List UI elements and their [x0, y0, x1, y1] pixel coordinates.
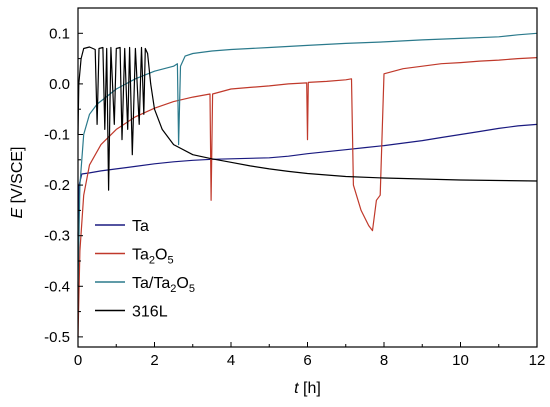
legend-subscript: 5: [167, 255, 173, 267]
series-line-ta2o5: [77, 57, 538, 337]
legend-label-ta: Ta: [132, 218, 149, 235]
legend-text: O: [155, 247, 167, 264]
legend-text: Ta: [132, 218, 149, 235]
x-axis-symbol: t: [294, 380, 299, 397]
x-tick-label: 4: [227, 352, 235, 369]
plot-frame: [77, 7, 538, 348]
x-tick-label: 0: [74, 352, 82, 369]
ticks-layer: 0 2 4 6 8 10 12 -0.5 -0.4 -0.3 -0.2 -0.1 0.0 0.1: [44, 7, 546, 369]
y-tick-label: 0.1: [49, 25, 70, 42]
legend-subscript: 5: [189, 283, 195, 295]
x-tick-label: 6: [303, 352, 311, 369]
legend-subscript: 2: [170, 283, 176, 295]
y-tick-label: -0.5: [44, 329, 70, 346]
legend-label-ss316l: 316L: [132, 304, 168, 321]
legend-text: 316L: [132, 304, 168, 321]
y-tick-label: -0.2: [44, 177, 70, 194]
legend-subscript: 2: [149, 255, 155, 267]
legend-text: O: [176, 275, 188, 292]
series-line-ss316l: [77, 46, 538, 191]
legend-text: Ta/Ta: [132, 275, 170, 292]
x-tick-label: 12: [529, 352, 546, 369]
y-axis-title: E [V/SCE]: [9, 146, 26, 218]
y-tick-label: 0.0: [49, 76, 70, 93]
x-tick-label: 2: [150, 352, 158, 369]
x-tick-label: 10: [452, 352, 469, 369]
x-axis-title: t [h]: [294, 380, 321, 397]
y-tick-label: -0.4: [44, 278, 70, 295]
legend-label-ta_ta2o5: Ta/Ta2O5: [132, 275, 195, 295]
y-tick-label: -0.3: [44, 228, 70, 245]
y-axis-unit: [V/SCE]: [9, 146, 26, 207]
x-axis-unit: [h]: [299, 380, 321, 397]
y-axis-symbol: E: [9, 208, 26, 219]
y-tick-label: -0.1: [44, 126, 70, 143]
legend-text: Ta: [132, 247, 149, 264]
legend-label-ta2o5: Ta2O5: [132, 247, 174, 267]
series-layer: [77, 32, 538, 337]
x-tick-label: 8: [380, 352, 388, 369]
